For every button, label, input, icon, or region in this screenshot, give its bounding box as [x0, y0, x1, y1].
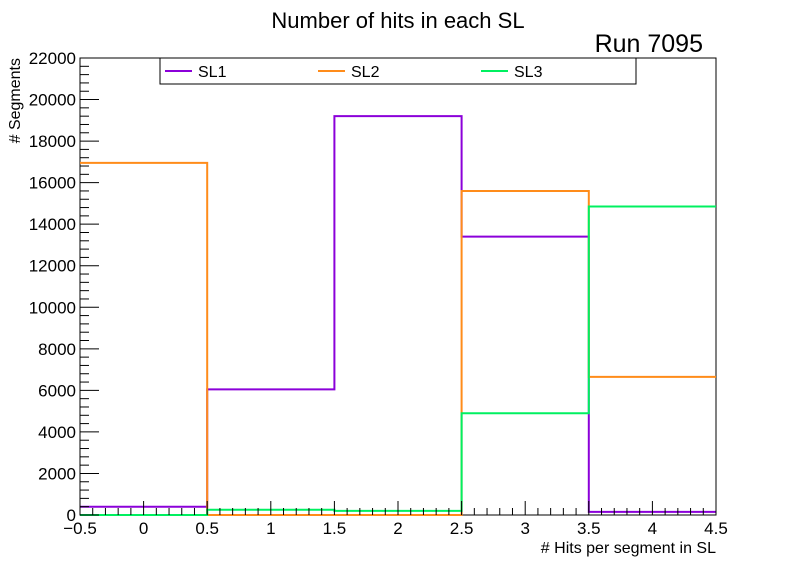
x-tick-label: 2.5: [450, 519, 474, 538]
legend-box: [159, 57, 637, 85]
legend-label-sl1: SL1: [198, 64, 227, 81]
x-tick-labels: −0.5 0 0.5 1 1.5 2 2.5 3 3.5 4 4.5: [63, 519, 728, 538]
y-axis-label: # Segments: [7, 58, 24, 143]
x-tick-label: 4.5: [704, 519, 728, 538]
legend-label-sl2: SL2: [351, 64, 380, 81]
y-tick-label: 6000: [38, 381, 76, 400]
y-tick-label: 22000: [29, 49, 76, 68]
y-tick-label: 18000: [29, 132, 76, 151]
x-tick-label: 0: [139, 519, 148, 538]
series-sl3-line: [80, 205, 716, 516]
plot-frame: [79, 57, 717, 516]
x-axis-label: # Hits per segment in SL: [541, 540, 716, 557]
series-layer: [80, 115, 716, 516]
y-tick-label: 16000: [29, 174, 76, 193]
y-tick-label: 8000: [38, 340, 76, 359]
series-sl2-line: [80, 161, 716, 516]
y-tick-label: 20000: [29, 91, 76, 110]
legend-items: SL1 SL2 SL3: [165, 64, 543, 81]
y-tick-label: 10000: [29, 298, 76, 317]
x-tick-label: 3.5: [577, 519, 601, 538]
y-tick-labels: 0 2000 4000 6000 8000 10000 12000 14000 16000 180…: [29, 49, 76, 525]
x-tick-label: 4: [648, 519, 657, 538]
x-tick-label: 1: [266, 519, 275, 538]
chart-title: Number of hits in each SL: [271, 8, 524, 33]
x-tick-label: 0.5: [195, 519, 219, 538]
legend: SL1 SL2 SL3: [159, 57, 637, 85]
y-tick-label: 4000: [38, 423, 76, 442]
y-tick-label: 14000: [29, 215, 76, 234]
run-annotation: Run 7095: [595, 30, 703, 58]
y-tick-label: 12000: [29, 257, 76, 276]
y-tick-label: 0: [67, 506, 76, 525]
y-tick-label: 2000: [38, 464, 76, 483]
x-tick-label: 3: [520, 519, 529, 538]
x-tick-label: 2: [393, 519, 402, 538]
x-tick-label: −0.5: [63, 519, 97, 538]
series-sl1-line: [80, 115, 716, 513]
axis-ticks: [79, 57, 717, 516]
x-tick-label: 1.5: [323, 519, 347, 538]
legend-label-sl3: SL3: [514, 64, 543, 81]
